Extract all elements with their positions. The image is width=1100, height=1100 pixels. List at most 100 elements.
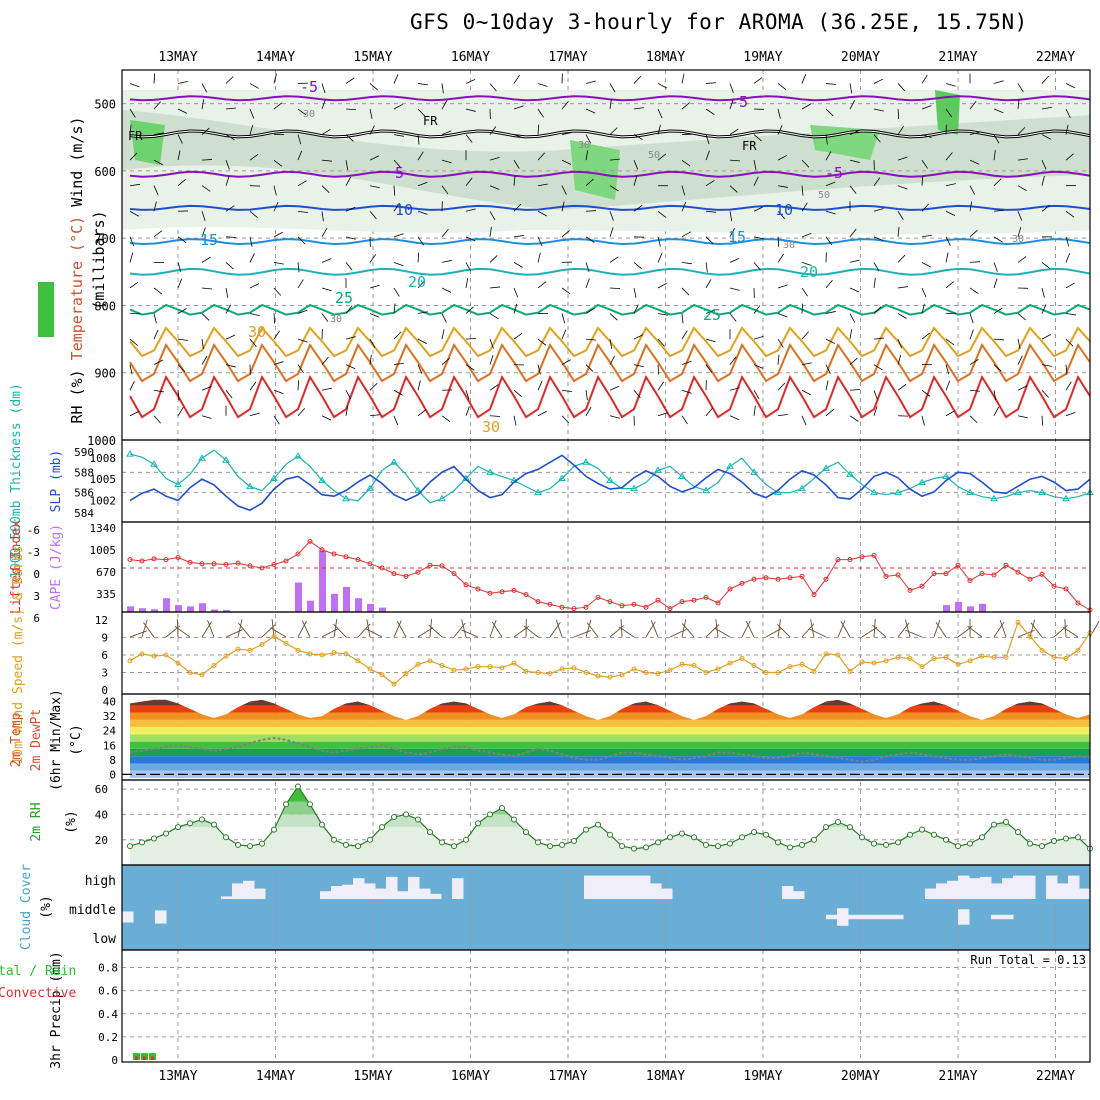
rh-marker xyxy=(463,836,469,843)
wind-barb xyxy=(249,210,258,219)
cloud-ylabel-unit: (%) xyxy=(39,895,54,918)
wind-marker xyxy=(991,654,997,660)
wind-barb-10m xyxy=(933,619,941,638)
wind-barb xyxy=(153,73,156,84)
rh-marker xyxy=(271,826,277,833)
wind-barb xyxy=(657,253,663,263)
date-label-bottom: 19MAY xyxy=(743,1069,782,1084)
wind-barb xyxy=(753,390,760,400)
wind-barb xyxy=(489,355,494,365)
wind-barb xyxy=(369,211,377,220)
wind-barb xyxy=(393,159,401,168)
thickness-marker xyxy=(174,480,182,488)
wind-barb xyxy=(225,304,232,314)
wind-barb xyxy=(537,380,543,391)
wind-barb xyxy=(753,160,757,171)
rh-marker xyxy=(631,845,637,852)
wind-barb xyxy=(585,178,594,187)
wind-barb-10m xyxy=(225,629,243,638)
wind-barb xyxy=(753,335,764,340)
li-marker xyxy=(835,557,841,563)
wind-barb xyxy=(369,382,378,391)
wind-barb xyxy=(249,124,254,135)
cloud-high-cell xyxy=(1024,875,1036,899)
wind-marker xyxy=(823,651,829,657)
wind-marker xyxy=(607,674,613,680)
wind-barb xyxy=(825,210,836,215)
wind-barb xyxy=(753,236,764,240)
wind-barb-10m xyxy=(461,619,467,638)
wind-barb xyxy=(993,178,1002,186)
wind-barb-10m xyxy=(999,619,1007,638)
wind-barb xyxy=(153,329,159,340)
temp-band xyxy=(130,748,1090,757)
isotherm-label: -5 xyxy=(730,93,748,111)
wind-barb xyxy=(849,100,856,110)
wind-barb-10m xyxy=(393,620,402,638)
wind-barb xyxy=(369,284,380,289)
rh-marker xyxy=(943,836,949,843)
panel-frame xyxy=(121,611,1091,695)
li-marker xyxy=(751,576,757,582)
wind-barb xyxy=(1041,364,1052,367)
wind-barb xyxy=(681,389,692,394)
wind-barb-10m xyxy=(872,624,887,638)
li-marker xyxy=(127,557,133,563)
wind-barb xyxy=(225,205,235,212)
wind-barb xyxy=(561,230,570,238)
thickness-marker xyxy=(654,466,662,473)
wind-barb xyxy=(417,380,421,391)
wind-barb-10m xyxy=(777,619,781,638)
wind-barb xyxy=(921,175,924,186)
rh-marker xyxy=(571,838,577,845)
rh-label: 30 xyxy=(330,314,342,325)
thickness-tick: 588 xyxy=(74,466,94,479)
wind-barb xyxy=(993,262,998,272)
rh-marker xyxy=(439,839,445,846)
cape-bar xyxy=(955,601,962,612)
rh-marker xyxy=(739,834,745,841)
wind-barb xyxy=(129,152,138,161)
thickness-marker xyxy=(342,494,350,502)
wind-marker xyxy=(379,672,385,678)
wind-barb xyxy=(585,278,590,289)
temp-band xyxy=(130,763,1090,771)
cloud-high-cell xyxy=(232,883,244,899)
wind-marker xyxy=(931,656,937,661)
isotherm-label: -5 xyxy=(825,164,843,182)
cloud-high-cell xyxy=(936,883,948,899)
wind-barb xyxy=(993,278,998,289)
wind-barb-10m xyxy=(669,628,687,638)
wind-barb xyxy=(369,313,380,318)
rh-marker xyxy=(847,824,853,831)
wind-tick: 9 xyxy=(101,632,108,645)
wind-barb xyxy=(369,354,372,365)
wind-barb xyxy=(969,185,976,195)
rh-shade-70 xyxy=(810,125,880,160)
isotherm-label: 20 xyxy=(408,273,426,291)
wind-marker xyxy=(943,654,949,660)
wind-barb xyxy=(561,132,572,135)
wind-barb xyxy=(801,134,812,137)
wind-barb xyxy=(369,414,380,417)
thickness-marker xyxy=(942,472,950,479)
li-marker xyxy=(919,583,925,589)
rh-marker xyxy=(715,843,721,850)
cloud-high-cell xyxy=(991,883,1003,899)
wind-barb xyxy=(417,108,426,117)
li-marker xyxy=(499,589,505,595)
temp-tick: 0 xyxy=(109,768,116,781)
wind-barb xyxy=(945,252,949,263)
isotherm-line xyxy=(129,95,1090,102)
wind-marker xyxy=(559,666,565,672)
cloud-high-cell xyxy=(364,883,376,899)
wind-barb xyxy=(945,83,956,87)
wind-barb xyxy=(369,125,375,135)
wind-barb xyxy=(849,287,860,293)
cape-bar xyxy=(967,606,974,612)
thickness-marker xyxy=(366,484,374,492)
cape-bar xyxy=(331,593,338,612)
wind-barb-10m xyxy=(809,628,827,638)
rh-marker xyxy=(835,819,841,826)
wind-barb-10m xyxy=(873,619,876,638)
